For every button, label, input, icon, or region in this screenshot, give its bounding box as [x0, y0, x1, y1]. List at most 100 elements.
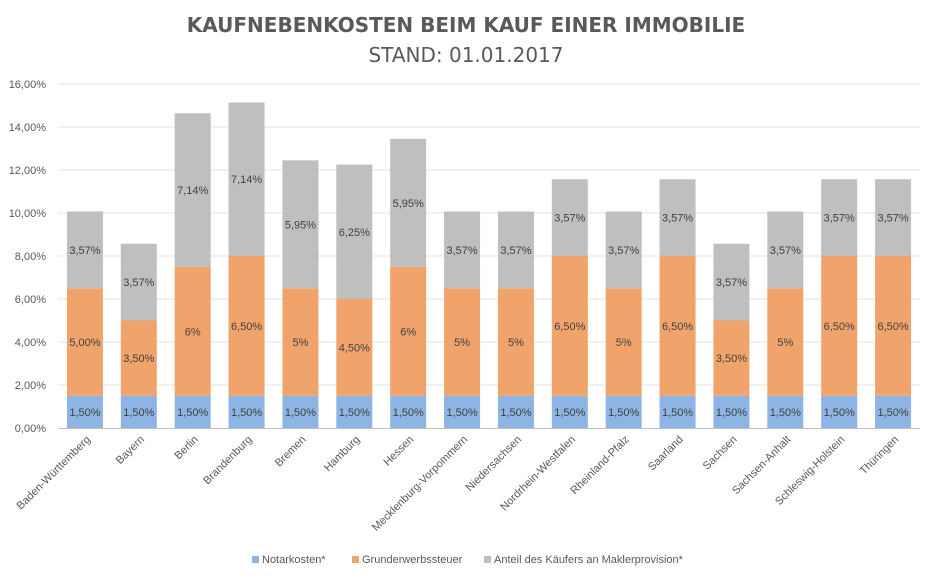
y-tick-label: 4,00% — [15, 337, 46, 349]
bar-stack: 1,50% 6,50% 3,57% — [875, 179, 912, 428]
data-label: 5% — [777, 337, 793, 349]
bar-stack: 1,50% 6,50% 3,57% — [659, 179, 696, 428]
bar-stack: 1,50% 3,50% 3,57% — [120, 243, 157, 428]
data-label: 1,50% — [662, 407, 693, 419]
data-label: 3,57% — [69, 245, 100, 257]
x-tick-label: Bremen — [273, 434, 309, 470]
bar-stack: 1,50% 6% 5,95% — [390, 138, 427, 428]
bar-segment — [875, 395, 912, 428]
bars: 1,50% 5,00% 3,57% 1,50% 3,50% 3,57% 1,50% 6% 7,1… — [66, 102, 912, 428]
data-label: 6% — [400, 326, 416, 338]
data-label: 5,00% — [69, 337, 100, 349]
data-label: 3,57% — [716, 277, 747, 289]
bar-segment — [390, 395, 427, 428]
legend-item: Anteil des Käufers an Maklerprovision* — [484, 554, 684, 566]
bar-segment — [875, 179, 912, 256]
bar-segment — [497, 211, 534, 289]
data-label: 3,57% — [500, 245, 531, 257]
bar-segment — [605, 395, 642, 428]
bar-segment — [390, 266, 427, 396]
data-label: 3,57% — [608, 245, 639, 257]
x-tick-label: Hamburg — [322, 434, 362, 474]
bar-segment — [336, 164, 373, 299]
bar-segment — [390, 138, 427, 267]
x-axis: Baden-Württemberg Bayern Berlin Brandenburg… — [15, 434, 902, 534]
bar-stack: 1,50% 5% 5,95% — [282, 160, 319, 428]
bar-stack: 1,50% 6,50% 7,14% — [228, 102, 265, 428]
data-label: 1,50% — [231, 407, 262, 419]
bar-stack: 1,50% 6% 7,14% — [174, 113, 211, 428]
data-label: 6,50% — [662, 321, 693, 333]
bar-segment — [605, 211, 642, 289]
data-label: 1,50% — [446, 407, 477, 419]
data-label: 6,50% — [877, 321, 908, 333]
bar-segment — [551, 395, 588, 428]
bar-segment — [66, 395, 103, 428]
x-tick-label: Niedersachsen — [464, 434, 524, 494]
legend-label: Notarkosten* — [262, 554, 326, 566]
legend-label: Grunderwerbssteuer — [362, 554, 463, 566]
data-label: 1,50% — [824, 407, 855, 419]
y-tick-label: 10,00% — [9, 208, 47, 220]
y-tick-label: 6,00% — [15, 294, 46, 306]
y-axis: 0,00% 2,00% 4,00% 6,00% 8,00% 10,00% 12,00% 14,… — [9, 79, 47, 435]
bar-segment — [659, 256, 696, 396]
x-tick-label: Hessen — [381, 434, 416, 469]
data-label: 3,50% — [123, 353, 154, 365]
bar-segment — [444, 395, 481, 428]
bar-segment — [551, 179, 588, 256]
data-label: 1,50% — [69, 407, 100, 419]
data-label: 3,57% — [446, 245, 477, 257]
data-label: 5% — [454, 337, 470, 349]
y-tick-label: 16,00% — [9, 79, 47, 91]
bar-stack: 1,50% 4,50% 6,25% — [336, 164, 373, 428]
y-tick-label: 0,00% — [15, 423, 46, 435]
data-label: 5% — [616, 337, 632, 349]
bar-stack: 1,50% 5% 3,57% — [444, 211, 481, 428]
bar-segment — [228, 102, 265, 257]
data-label: 5% — [292, 337, 308, 349]
x-tick-label: Berlin — [172, 434, 200, 462]
bar-segment — [497, 288, 534, 396]
bar-segment — [336, 395, 373, 428]
bar-segment — [66, 288, 103, 396]
bar-segment — [66, 211, 103, 289]
data-label: 6,25% — [339, 227, 370, 239]
chart-subtitle: STAND: 01.01.2017 — [368, 43, 563, 67]
x-tick-label: Mecklenburg-Vorpommern — [370, 434, 470, 534]
bar-stack: 1,50% 6,50% 3,57% — [551, 179, 588, 428]
data-label: 5,95% — [285, 219, 316, 231]
bar-segment — [605, 288, 642, 396]
data-label: 3,57% — [123, 277, 154, 289]
legend-swatch — [252, 556, 259, 563]
bar-segment — [228, 395, 265, 428]
y-tick-label: 8,00% — [15, 251, 46, 263]
chart-title: KAUFNEBENKOSTEN BEIM KAUF EINER IMMOBILI… — [187, 13, 745, 37]
bar-segment — [444, 211, 481, 289]
data-label: 3,57% — [554, 213, 585, 225]
bar-segment — [174, 266, 211, 396]
data-label: 3,50% — [716, 353, 747, 365]
x-tick-label: Baden-Württemberg — [15, 434, 94, 513]
data-label: 6,50% — [231, 321, 262, 333]
data-label: 1,50% — [770, 407, 801, 419]
bar-stack: 1,50% 6,50% 3,57% — [821, 179, 858, 428]
legend-item: Notarkosten* — [252, 554, 326, 566]
bar-segment — [282, 160, 319, 289]
x-tick-label: Bayern — [114, 434, 147, 467]
bar-segment — [875, 256, 912, 396]
bar-segment — [497, 395, 534, 428]
data-label: 3,57% — [770, 245, 801, 257]
bar-segment — [767, 211, 804, 289]
data-label: 3,57% — [824, 213, 855, 225]
legend-swatch — [352, 556, 359, 563]
data-label: 5% — [508, 337, 524, 349]
data-label: 5,95% — [393, 198, 424, 210]
bar-segment — [444, 288, 481, 396]
legend-item: Grunderwerbssteuer — [352, 554, 463, 566]
data-label: 6,50% — [554, 321, 585, 333]
legend-swatch — [484, 556, 491, 563]
bar-segment — [551, 256, 588, 396]
legend: Notarkosten* Grunderwerbssteuer Anteil des… — [252, 554, 684, 566]
